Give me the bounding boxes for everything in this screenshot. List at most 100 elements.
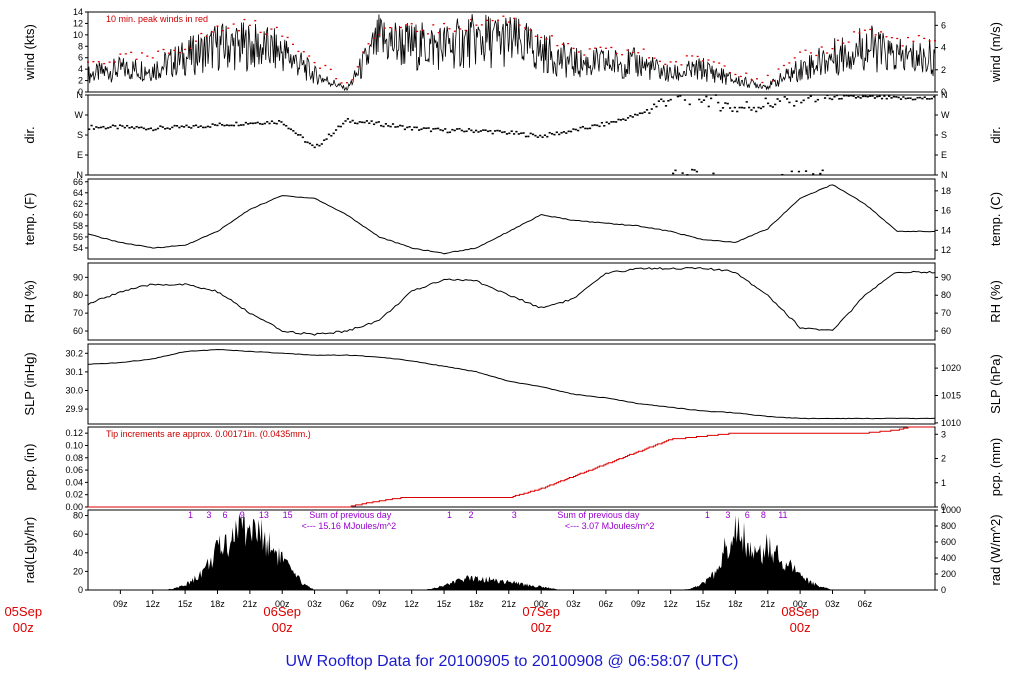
dir-point [249,122,252,125]
series-rh [87,266,936,336]
dir-point [560,131,563,134]
dir-point [828,97,831,100]
y-axis-label: RH (%) [22,280,37,323]
peak-wind-mark [421,29,424,31]
peak-wind-mark [826,52,829,54]
page-title: UW Rooftop Data for 20100905 to 20100908… [286,653,739,670]
y-tick-label: 66 [73,177,83,187]
dir-point [154,128,157,131]
peak-wind-mark [885,36,888,38]
y2-tick-label: 70 [941,308,951,318]
dir-point [565,132,568,134]
dir-point [911,98,914,101]
wind-series-line [87,14,936,92]
dir-point [527,135,530,138]
dir-point [384,123,387,125]
peak-wind-mark [173,49,176,52]
dir-point [800,101,803,104]
peak-wind-mark [755,78,758,80]
dir-point [491,132,494,135]
peak-wind-mark [335,78,338,80]
panel-frame [87,94,936,176]
dir-point [904,97,907,100]
dir-point [505,133,509,135]
dir-point [453,129,456,132]
y-tick-label: 30.2 [65,348,83,358]
peak-wind-mark [97,61,100,63]
dir-point [607,122,611,125]
rad-sum-day1-value: <--- 15.16 MJoules/m^2 [302,521,397,531]
peak-wind-mark [356,66,359,68]
y-tick-label: 0.10 [65,440,83,450]
peak-wind-mark [205,35,208,37]
peak-wind-mark [238,30,241,32]
dir-point [662,100,665,103]
dir-point [410,128,414,131]
dir-point [161,126,164,128]
peak-wind-mark [588,48,591,50]
dir-point [512,133,516,135]
peak-wind-mark [130,51,133,53]
rad-marker-label: 3 [512,510,517,520]
x-tick-label: 18z [210,599,225,609]
peak-wind-mark [766,74,769,77]
dir-point [458,127,461,130]
dir-point [819,172,822,175]
x-tick-label: 12z [663,599,678,609]
dir-point [263,122,266,125]
dir-point [907,97,910,100]
dir-point [823,97,827,99]
dir-point [766,102,770,105]
peak-wind-mark [286,36,289,39]
peak-wind-mark [907,36,910,39]
dir-point [261,123,264,126]
y2-tick-label: 1 [941,478,946,488]
dir-point [857,96,860,98]
dir-point [721,107,725,109]
dir-point [216,124,219,127]
dir-point [282,123,285,126]
dir-point [669,98,672,101]
dir-point [420,128,423,131]
dir-point [750,109,753,111]
peak-wind-mark [685,55,688,57]
dir-point [733,106,736,109]
y-axis-label: pcp. (in) [22,444,37,491]
peak-wind-mark [184,48,187,51]
peak-wind-mark [648,57,651,59]
dir-point [705,95,708,98]
peak-wind-mark [820,46,823,48]
peak-wind-mark [734,73,737,76]
dir-point [187,126,190,128]
peak-wind-mark [372,37,375,39]
dir-point [363,121,366,124]
y2-tick-label: 600 [941,537,956,547]
peak-wind-mark [642,48,645,50]
dir-point [921,97,924,100]
y-tick-label: N [77,170,84,180]
dir-point [104,127,107,130]
dir-point [415,126,418,129]
peak-wind-mark [119,53,122,55]
dir-point [802,99,805,102]
dir-point [871,95,874,97]
dir-point [213,124,217,126]
dir-point [584,127,587,130]
dir-point [92,128,96,130]
dir-point [358,121,361,123]
dir-point [719,109,722,112]
dir-point [145,128,148,131]
dir-point [869,95,872,97]
peak-wind-mark [836,39,839,41]
x-tick-label: 15z [437,599,452,609]
rad-marker-label: 1 [188,510,193,520]
dir-point [591,124,594,127]
x-tick-label: 03z [825,599,840,609]
dir-point [626,117,630,119]
peak-wind-mark [615,52,618,55]
dir-point [429,130,433,133]
peak-wind-mark [265,33,268,35]
y2-tick-label: E [941,150,947,160]
time-axis: 09z 12z 15z 18z 21z 00z 03z 06z 09z 12z 15z 18z 21z 0… [4,590,873,635]
y2-axis-label: RH (%) [988,280,1003,323]
